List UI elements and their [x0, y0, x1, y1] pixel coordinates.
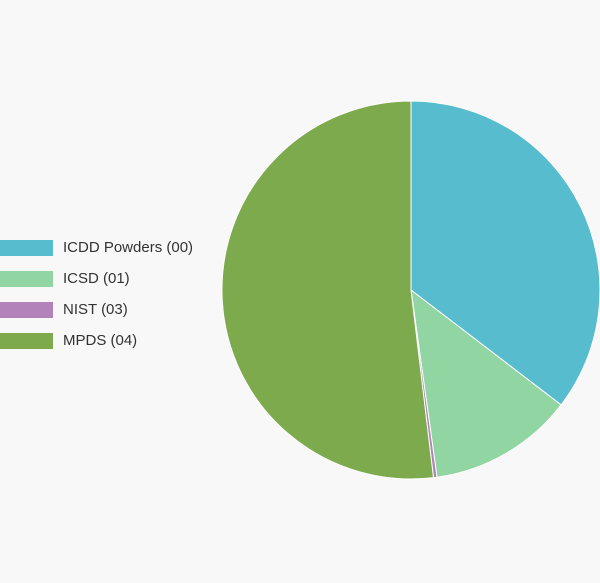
pie-slice-icsd[interactable]: [410, 288, 562, 478]
legend-label-icsd: ICSD (01): [63, 270, 130, 287]
legend-swatch-mpds: [0, 332, 53, 349]
legend-label-mpds: MPDS (04): [63, 332, 138, 349]
legend-swatch-nist: [0, 301, 53, 318]
pie-slice-mpds[interactable]: [221, 100, 435, 480]
legend-swatch-icsd: [0, 270, 53, 287]
legend-label-nist: NIST (03): [63, 301, 128, 318]
legend-item-icsd[interactable]: ICSD (01): [0, 263, 193, 294]
legend-item-icdd-powders[interactable]: ICDD Powders (00): [0, 232, 193, 263]
pie-slice-icdd-powders[interactable]: [410, 100, 600, 406]
legend-label-icdd-powders: ICDD Powders (00): [63, 239, 194, 256]
legend-item-mpds[interactable]: MPDS (04): [0, 325, 193, 356]
legend-item-nist[interactable]: NIST (03): [0, 294, 193, 325]
legend-swatch-icdd-powders: [0, 239, 53, 256]
chart-legend: ICDD Powders (00) ICSD (01) NIST (03) MP…: [0, 232, 193, 356]
